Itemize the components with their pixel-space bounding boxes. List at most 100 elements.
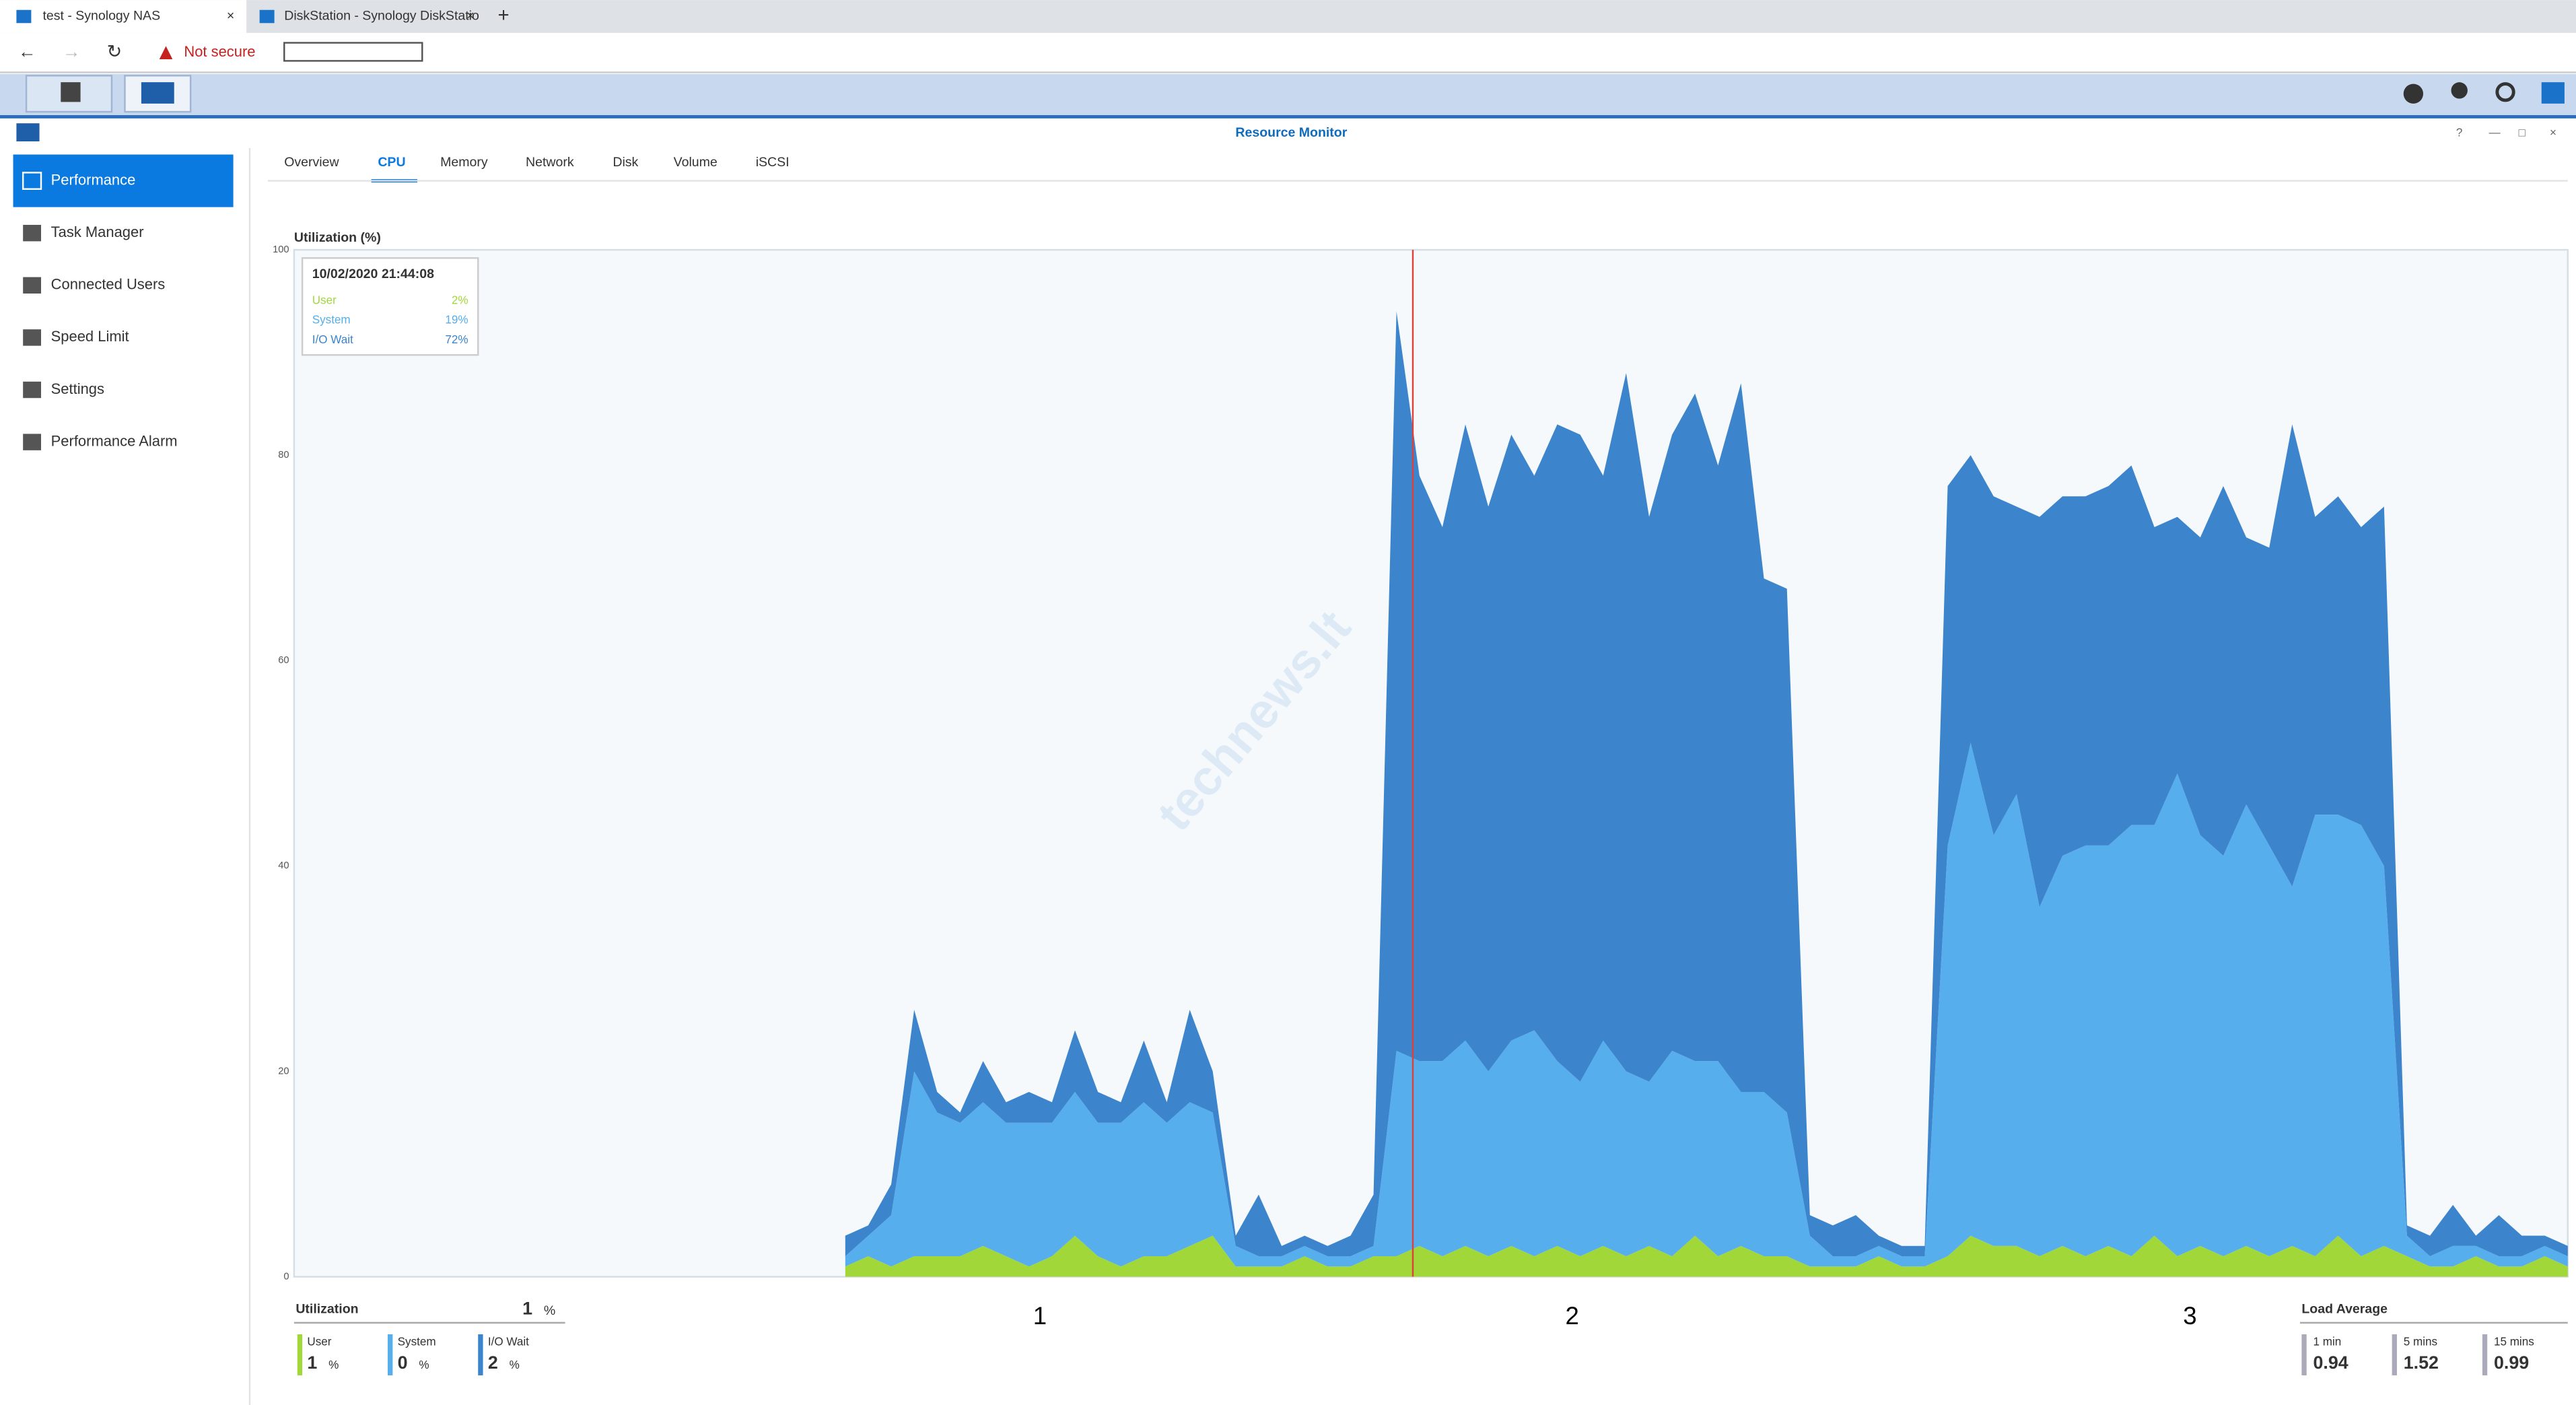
tooltip-value: 72% [445, 333, 468, 346]
window-title: Resource Monitor [1235, 125, 1347, 140]
util-name: User [307, 1336, 331, 1348]
widgets-icon[interactable] [2541, 82, 2565, 104]
load-bar [2301, 1334, 2307, 1375]
util-value: 2 [488, 1352, 498, 1373]
chat-icon[interactable] [2403, 83, 2424, 104]
tab[interactable]: Overview [284, 155, 339, 170]
load-items: 1 min 0.94 5 mins 1.52 15 mins 0.99 [2301, 1334, 2534, 1375]
y-tick-label: 20 [278, 1066, 289, 1076]
y-tick-label: 0 [283, 1271, 289, 1282]
tab-title[interactable]: test - Synology NAS [42, 9, 160, 24]
tab-active[interactable] [0, 0, 247, 33]
y-axis-label: Utilization (%) [294, 230, 381, 245]
load-name: 15 mins [2494, 1336, 2534, 1348]
util-title: Utilization [295, 1301, 358, 1316]
sidebar: Performance Task Manager Connected Users Sp… [22, 171, 178, 450]
util-unit: % [544, 1303, 555, 1318]
warning-icon [159, 46, 173, 59]
util-bar [478, 1334, 483, 1375]
util-name: System [398, 1336, 436, 1348]
forward[interactable]: → [63, 41, 81, 61]
tab-close[interactable]: × [466, 9, 474, 24]
tooltip-name: System [312, 314, 351, 327]
tab-icon [259, 9, 275, 24]
tab-icon [16, 9, 32, 24]
tooltip: 10/02/2020 21:44:08 User 2% System 19% I/O W… [301, 257, 479, 356]
tooltip-box [301, 257, 479, 356]
menu-icon [61, 82, 81, 102]
util-value: 1 [307, 1352, 317, 1373]
y-tick-label: 60 [278, 655, 289, 666]
tab-close[interactable]: × [227, 9, 234, 24]
load-value: 1.52 [2404, 1352, 2439, 1373]
util-bar [297, 1334, 303, 1375]
tab[interactable]: CPU [378, 155, 405, 170]
sidebar-selected [13, 154, 234, 207]
help[interactable]: ? [2456, 126, 2462, 139]
user-icon[interactable] [2451, 82, 2468, 99]
load-name: 5 mins [2404, 1336, 2437, 1348]
tab-strip [0, 0, 2576, 33]
tabs: Overview CPU Memory Network Disk Volume iSCSI [284, 155, 790, 183]
util-total: 1 [522, 1298, 532, 1318]
back[interactable]: ← [18, 41, 36, 61]
sidebar-item[interactable]: Performance Alarm [51, 432, 178, 449]
y-tick-label: 40 [278, 860, 289, 871]
sidebar-item[interactable]: Speed Limit [51, 328, 129, 345]
minimize[interactable]: — [2489, 126, 2501, 139]
maximize[interactable]: □ [2519, 126, 2526, 139]
tab[interactable]: Disk [613, 155, 638, 170]
y-tick-label: 80 [278, 450, 289, 460]
tooltip-value: 19% [445, 314, 468, 327]
tooltip-value: 2% [452, 294, 468, 306]
annotation: 1 [1033, 1302, 1047, 1330]
close[interactable]: × [2550, 126, 2556, 139]
url-box[interactable] [283, 42, 423, 62]
util-unit: % [419, 1359, 429, 1371]
sidebar-icon [23, 277, 42, 294]
tab-title[interactable]: DiskStation - Synology DiskStatio [284, 9, 479, 24]
load-bar [2482, 1334, 2488, 1375]
util-items: User 1 % System 0 % I/O Wait 2% [297, 1334, 529, 1375]
annotation: 3 [2183, 1302, 2196, 1330]
annotation: 2 [1566, 1302, 1579, 1330]
tooltip-time: 10/02/2020 21:44:08 [312, 267, 434, 281]
util-bar [388, 1334, 393, 1375]
util-unit: % [328, 1359, 339, 1371]
window-icon [16, 123, 40, 142]
area-2 [845, 311, 2568, 1257]
sidebar-item[interactable]: Settings [51, 380, 104, 397]
load-value: 0.99 [2494, 1352, 2529, 1373]
sidebar-item[interactable]: Connected Users [51, 276, 166, 293]
reload[interactable]: ↻ [107, 41, 122, 61]
tab[interactable]: Memory [440, 155, 488, 170]
app-icon [141, 82, 174, 104]
grid: 0 20 40 60 80 100 [273, 244, 289, 1282]
search-icon[interactable] [2495, 82, 2515, 102]
util-name: I/O Wait [488, 1336, 529, 1348]
tooltip-name: User [312, 294, 337, 306]
annotations: 1 2 3 [1033, 1302, 2197, 1330]
load-value: 0.94 [2313, 1352, 2348, 1373]
sidebar-icon [23, 434, 42, 450]
tooltip-name: I/O Wait [312, 333, 353, 346]
area-1 [845, 743, 2568, 1267]
sidebar-item[interactable]: Performance [51, 171, 136, 188]
areas [845, 311, 2568, 1277]
sidebar-item[interactable]: Task Manager [51, 224, 144, 240]
new-tab[interactable]: + [498, 4, 510, 26]
sidebar-icon [23, 224, 42, 242]
tab[interactable]: iSCSI [756, 155, 790, 170]
tab[interactable]: Volume [674, 155, 718, 170]
security-label[interactable]: Not secure [184, 43, 255, 60]
taskbar [0, 73, 2576, 115]
sidebar-icon [23, 381, 42, 399]
tab[interactable]: Network [526, 155, 574, 170]
load-name: 1 min [2313, 1336, 2341, 1348]
load-title: Load Average [2301, 1301, 2388, 1316]
sidebar-icon [22, 172, 42, 191]
address-bar [0, 32, 2576, 73]
util-unit: % [510, 1359, 520, 1371]
